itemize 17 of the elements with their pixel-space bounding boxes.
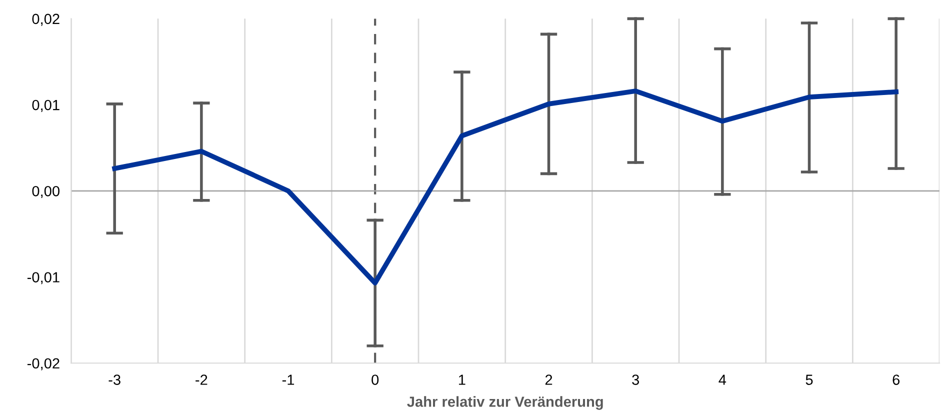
line-series	[112, 88, 899, 286]
y-tick-label: 0,02	[32, 14, 60, 26]
y-tick-label: -0,02	[27, 358, 60, 370]
x-tick-label: 0	[372, 374, 379, 385]
x-tick-label: 4	[718, 374, 726, 385]
x-tick-label: 3	[632, 374, 640, 385]
x-tick-label: -3	[108, 374, 120, 385]
y-tick-label: 0,01	[32, 100, 60, 112]
x-tick-label: 2	[545, 374, 552, 385]
x-tick-label: -2	[196, 374, 208, 385]
x-tick-label: 6	[892, 374, 900, 385]
y-tick-label: 0,00	[32, 186, 60, 198]
x-tick-label: 5	[806, 374, 813, 385]
x-axis-title: Jahr relativ zur Veränderung	[407, 396, 603, 410]
x-tick-label: 1	[458, 374, 466, 385]
y-tick-label: -0,01	[27, 272, 60, 284]
x-tick-label: -1	[282, 374, 294, 385]
